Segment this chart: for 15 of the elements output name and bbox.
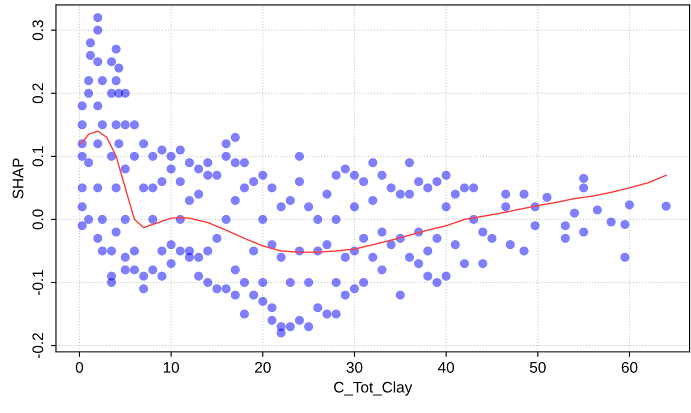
x-tick-label: 40 (438, 362, 454, 373)
y-axis-title: SHAP (12, 158, 24, 199)
x-tick-label: 10 (164, 362, 180, 373)
y-tick-label: -0.1 (32, 270, 44, 295)
x-tick-label: 0 (76, 362, 84, 373)
y-tick-label: 0.3 (32, 20, 44, 40)
y-tick-label: 0.2 (32, 83, 44, 104)
x-tick-label: 30 (346, 362, 362, 373)
y-tick-label: 0.0 (32, 209, 44, 230)
x-tick-label: 20 (255, 362, 271, 373)
x-axis-title: C_Tot_Clay (334, 381, 412, 396)
x-tick-label: 60 (622, 362, 638, 373)
x-tick-label: 50 (530, 362, 546, 373)
y-tick-label: -0.2 (32, 333, 44, 358)
y-tick-label: 0.1 (32, 146, 44, 166)
